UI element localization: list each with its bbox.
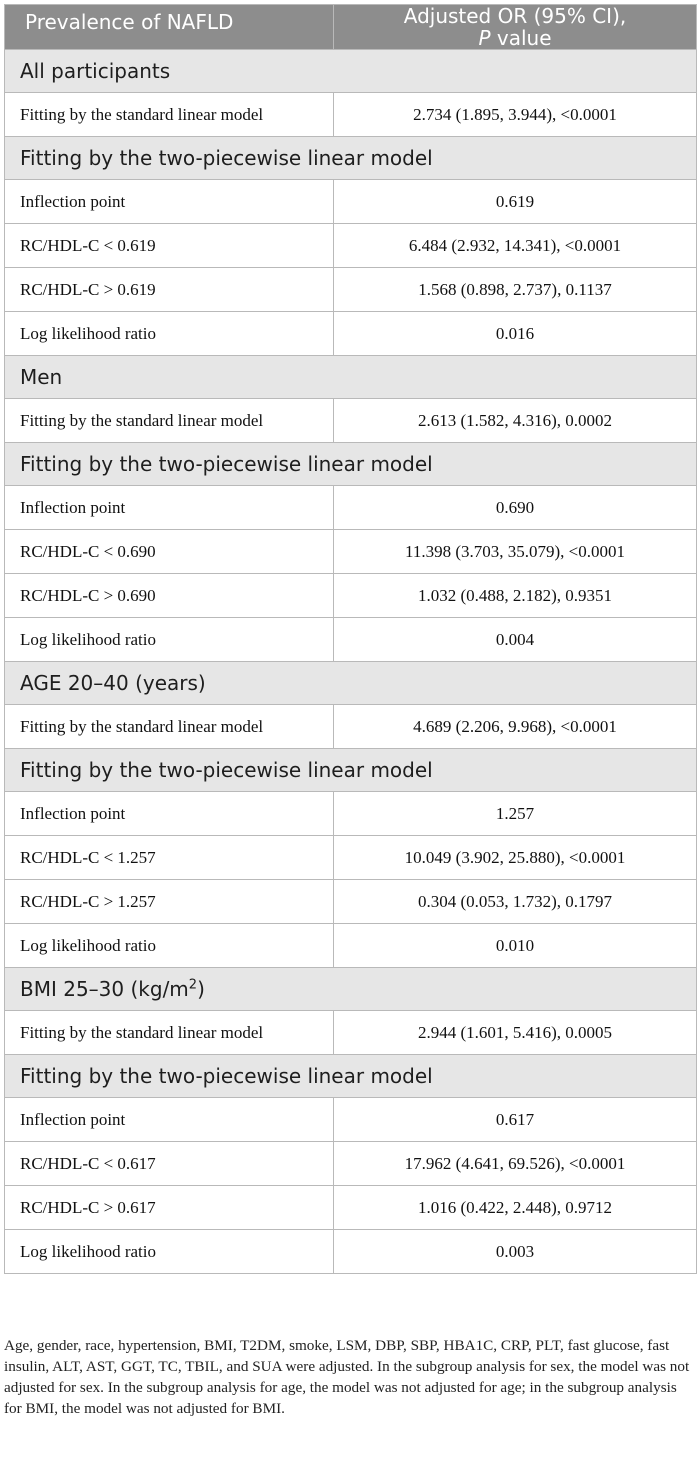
section-title-text: Fitting by the two-piecewise linear mode… <box>20 146 433 170</box>
row-value: 1.568 (0.898, 2.737), 0.1137 <box>333 267 697 312</box>
row-value: 11.398 (3.703, 35.079), <0.0001 <box>333 529 697 574</box>
row-label: Log likelihood ratio <box>4 1229 334 1274</box>
section-title-text: Fitting by the two-piecewise linear mode… <box>20 1064 433 1088</box>
table-row: RC/HDL-C > 0.617 1.016 (0.422, 2.448), 0.… <box>4 1185 697 1230</box>
section-header-row: Fitting by the two-piecewise linear mode… <box>4 442 697 486</box>
section-title-text: Men <box>20 365 63 389</box>
row-label: RC/HDL-C > 0.619 <box>4 267 334 312</box>
table-row: Fitting by the standard linear model 2.94… <box>4 1010 697 1055</box>
row-label: Inflection point <box>4 179 334 224</box>
table-row: RC/HDL-C < 0.690 11.398 (3.703, 35.079), … <box>4 529 697 574</box>
row-value: 2.944 (1.601, 5.416), 0.0005 <box>333 1010 697 1055</box>
table-row: Log likelihood ratio 0.010 <box>4 923 697 968</box>
section-title-tail: ) <box>197 977 205 1001</box>
row-value: 1.032 (0.488, 2.182), 0.9351 <box>333 573 697 618</box>
row-value: 4.689 (2.206, 9.968), <0.0001 <box>333 704 697 749</box>
row-label: Log likelihood ratio <box>4 923 334 968</box>
row-value: 6.484 (2.932, 14.341), <0.0001 <box>333 223 697 268</box>
section-title-text: Fitting by the two-piecewise linear mode… <box>20 452 433 476</box>
table-row: RC/HDL-C < 1.257 10.049 (3.902, 25.880), … <box>4 835 697 880</box>
table-row: Fitting by the standard linear model 4.68… <box>4 704 697 749</box>
section-title: Fitting by the two-piecewise linear mode… <box>4 748 697 792</box>
section-title-text: Fitting by the two-piecewise linear mode… <box>20 758 433 782</box>
row-label: Fitting by the standard linear model <box>4 704 334 749</box>
section-header-row: AGE 20–40 (years) <box>4 661 697 705</box>
header-adjusted-or: Adjusted OR (95% CI), P value <box>333 4 697 50</box>
table-row: RC/HDL-C < 0.617 17.962 (4.641, 69.526), … <box>4 1141 697 1186</box>
section-title: AGE 20–40 (years) <box>4 661 697 705</box>
row-value: 0.304 (0.053, 1.732), 0.1797 <box>333 879 697 924</box>
table-body: All participants Fitting by the standard … <box>4 49 697 1274</box>
section-title: BMI 25–30 (kg/m2) <box>4 967 697 1011</box>
header-prevalence: Prevalence of NAFLD <box>4 4 334 50</box>
section-header-row: Fitting by the two-piecewise linear mode… <box>4 136 697 180</box>
results-table: Prevalence of NAFLD Adjusted OR (95% CI)… <box>4 4 697 1274</box>
section-header-row: Men <box>4 355 697 399</box>
row-value: 0.004 <box>333 617 697 662</box>
results-table-container: Prevalence of NAFLD Adjusted OR (95% CI)… <box>4 4 697 1274</box>
row-label: RC/HDL-C < 0.617 <box>4 1141 334 1186</box>
row-value: 10.049 (3.902, 25.880), <0.0001 <box>333 835 697 880</box>
table-header-row: Prevalence of NAFLD Adjusted OR (95% CI)… <box>4 4 697 50</box>
row-label: Inflection point <box>4 1097 334 1142</box>
section-title: Fitting by the two-piecewise linear mode… <box>4 136 697 180</box>
row-label: RC/HDL-C > 0.690 <box>4 573 334 618</box>
row-label: RC/HDL-C < 1.257 <box>4 835 334 880</box>
section-title: Men <box>4 355 697 399</box>
table-footnote: Age, gender, race, hypertension, BMI, T2… <box>4 1337 690 1417</box>
row-value: 0.690 <box>333 485 697 530</box>
row-value: 0.619 <box>333 179 697 224</box>
row-value: 0.617 <box>333 1097 697 1142</box>
table-row: Fitting by the standard linear model 2.61… <box>4 398 697 443</box>
table-row: RC/HDL-C > 0.690 1.032 (0.488, 2.182), 0.… <box>4 573 697 618</box>
row-value: 17.962 (4.641, 69.526), <0.0001 <box>333 1141 697 1186</box>
row-label: RC/HDL-C > 0.617 <box>4 1185 334 1230</box>
section-title: Fitting by the two-piecewise linear mode… <box>4 442 697 486</box>
table-row: Inflection point 0.619 <box>4 179 697 224</box>
table-row: RC/HDL-C > 0.619 1.568 (0.898, 2.737), 0.… <box>4 267 697 312</box>
section-title: All participants <box>4 49 697 93</box>
section-title-superscript: 2 <box>188 977 198 993</box>
section-title-text: BMI 25–30 (kg/m <box>20 977 189 1001</box>
row-value: 1.257 <box>333 791 697 836</box>
table-row: RC/HDL-C < 0.619 6.484 (2.932, 14.341), <… <box>4 223 697 268</box>
row-value: 0.003 <box>333 1229 697 1274</box>
row-label: Fitting by the standard linear model <box>4 92 334 137</box>
table-row: Inflection point 0.690 <box>4 485 697 530</box>
table-row: RC/HDL-C > 1.257 0.304 (0.053, 1.732), 0.… <box>4 879 697 924</box>
table-row: Log likelihood ratio 0.004 <box>4 617 697 662</box>
row-label: Log likelihood ratio <box>4 311 334 356</box>
table-row: Log likelihood ratio 0.016 <box>4 311 697 356</box>
table-row: Inflection point 0.617 <box>4 1097 697 1142</box>
row-label: Inflection point <box>4 485 334 530</box>
row-label: Fitting by the standard linear model <box>4 1010 334 1055</box>
section-header-row: Fitting by the two-piecewise linear mode… <box>4 1054 697 1098</box>
row-label: RC/HDL-C < 0.619 <box>4 223 334 268</box>
section-title-text: AGE 20–40 (years) <box>20 671 206 695</box>
row-value: 1.016 (0.422, 2.448), 0.9712 <box>333 1185 697 1230</box>
row-label: Inflection point <box>4 791 334 836</box>
table-row: Log likelihood ratio 0.003 <box>4 1229 697 1274</box>
table-row: Fitting by the standard linear model 2.73… <box>4 92 697 137</box>
row-value: 2.613 (1.582, 4.316), 0.0002 <box>333 398 697 443</box>
section-title: Fitting by the two-piecewise linear mode… <box>4 1054 697 1098</box>
header-adjusted-or-line1: Adjusted OR (95% CI), <box>403 4 627 28</box>
section-header-row: Fitting by the two-piecewise linear mode… <box>4 748 697 792</box>
header-value-word: value <box>490 26 552 50</box>
row-label: Fitting by the standard linear model <box>4 398 334 443</box>
section-title-text: All participants <box>20 59 171 83</box>
section-header-row: All participants <box>4 49 697 93</box>
row-label: Log likelihood ratio <box>4 617 334 662</box>
header-p-letter: P <box>478 26 491 50</box>
row-value: 0.010 <box>333 923 697 968</box>
table-row: Inflection point 1.257 <box>4 791 697 836</box>
row-value: 2.734 (1.895, 3.944), <0.0001 <box>333 92 697 137</box>
row-value: 0.016 <box>333 311 697 356</box>
row-label: RC/HDL-C > 1.257 <box>4 879 334 924</box>
row-label: RC/HDL-C < 0.690 <box>4 529 334 574</box>
section-header-row: BMI 25–30 (kg/m2) <box>4 967 697 1011</box>
